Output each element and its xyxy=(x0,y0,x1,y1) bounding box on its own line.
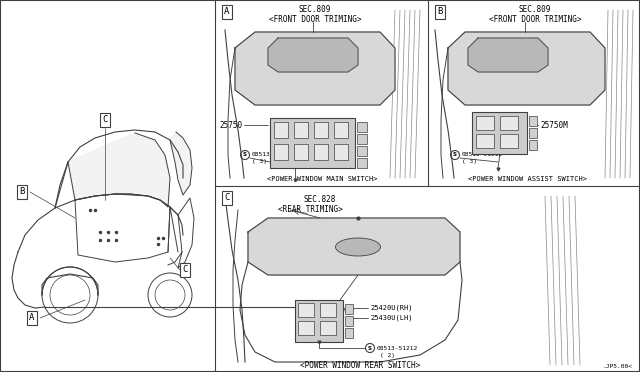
FancyBboxPatch shape xyxy=(345,316,353,326)
Polygon shape xyxy=(235,32,395,105)
FancyBboxPatch shape xyxy=(357,134,367,144)
FancyBboxPatch shape xyxy=(472,112,527,154)
FancyBboxPatch shape xyxy=(529,128,537,138)
FancyBboxPatch shape xyxy=(320,321,336,335)
Text: S: S xyxy=(368,346,372,350)
FancyBboxPatch shape xyxy=(500,116,518,130)
FancyBboxPatch shape xyxy=(357,146,367,156)
FancyBboxPatch shape xyxy=(298,303,314,317)
FancyBboxPatch shape xyxy=(320,303,336,317)
Text: S: S xyxy=(453,153,457,157)
Text: 25420U(RH): 25420U(RH) xyxy=(370,305,413,311)
FancyBboxPatch shape xyxy=(476,116,494,130)
Text: SEC.809: SEC.809 xyxy=(299,6,331,15)
Text: 25430U(LH): 25430U(LH) xyxy=(370,315,413,321)
FancyBboxPatch shape xyxy=(295,300,343,342)
Text: A: A xyxy=(29,314,35,323)
Text: A: A xyxy=(224,7,230,16)
Text: <POWER WINDOW ASSIST SWITCH>: <POWER WINDOW ASSIST SWITCH> xyxy=(467,176,586,182)
Text: <POWER WINDOW REAR SWITCH>: <POWER WINDOW REAR SWITCH> xyxy=(300,362,420,371)
Text: <REAR TRIMING>: <REAR TRIMING> xyxy=(278,205,342,215)
Text: S: S xyxy=(243,153,247,157)
Text: <POWER WINDOW MAIN SWITCH>: <POWER WINDOW MAIN SWITCH> xyxy=(267,176,377,182)
Text: 08513-51212: 08513-51212 xyxy=(462,153,503,157)
FancyBboxPatch shape xyxy=(314,122,328,138)
FancyBboxPatch shape xyxy=(357,158,367,168)
FancyBboxPatch shape xyxy=(476,134,494,148)
Polygon shape xyxy=(268,38,358,72)
FancyBboxPatch shape xyxy=(345,328,353,338)
Text: .JP5.00<: .JP5.00< xyxy=(602,363,632,369)
Text: C: C xyxy=(224,193,230,202)
FancyBboxPatch shape xyxy=(270,118,355,168)
FancyBboxPatch shape xyxy=(294,122,308,138)
Polygon shape xyxy=(248,218,460,275)
Text: ( 2): ( 2) xyxy=(380,353,395,359)
Text: C: C xyxy=(182,266,188,275)
FancyBboxPatch shape xyxy=(298,321,314,335)
Text: ( 3): ( 3) xyxy=(252,160,267,164)
Text: SEC.809: SEC.809 xyxy=(519,6,551,15)
Text: B: B xyxy=(19,187,25,196)
Text: C: C xyxy=(102,115,108,125)
Text: B: B xyxy=(437,7,443,16)
FancyBboxPatch shape xyxy=(334,144,348,160)
Text: <FRONT DOOR TRIMING>: <FRONT DOOR TRIMING> xyxy=(269,16,361,25)
FancyBboxPatch shape xyxy=(345,304,353,314)
Polygon shape xyxy=(170,132,192,195)
Text: ( 3): ( 3) xyxy=(462,160,477,164)
Text: 25750M: 25750M xyxy=(540,121,568,129)
FancyBboxPatch shape xyxy=(274,122,288,138)
FancyBboxPatch shape xyxy=(500,134,518,148)
Text: 08513-51212: 08513-51212 xyxy=(377,346,419,350)
Polygon shape xyxy=(448,32,605,105)
FancyBboxPatch shape xyxy=(357,122,367,132)
Text: SEC.828: SEC.828 xyxy=(304,196,336,205)
FancyBboxPatch shape xyxy=(314,144,328,160)
Text: 08513-51212: 08513-51212 xyxy=(252,153,293,157)
FancyBboxPatch shape xyxy=(529,116,537,126)
FancyBboxPatch shape xyxy=(529,140,537,150)
Text: 25750: 25750 xyxy=(220,121,243,129)
Text: <FRONT DOOR TRIMING>: <FRONT DOOR TRIMING> xyxy=(489,16,581,25)
FancyBboxPatch shape xyxy=(274,144,288,160)
FancyBboxPatch shape xyxy=(334,122,348,138)
Ellipse shape xyxy=(335,238,381,256)
FancyBboxPatch shape xyxy=(294,144,308,160)
Polygon shape xyxy=(68,133,170,207)
Polygon shape xyxy=(468,38,548,72)
